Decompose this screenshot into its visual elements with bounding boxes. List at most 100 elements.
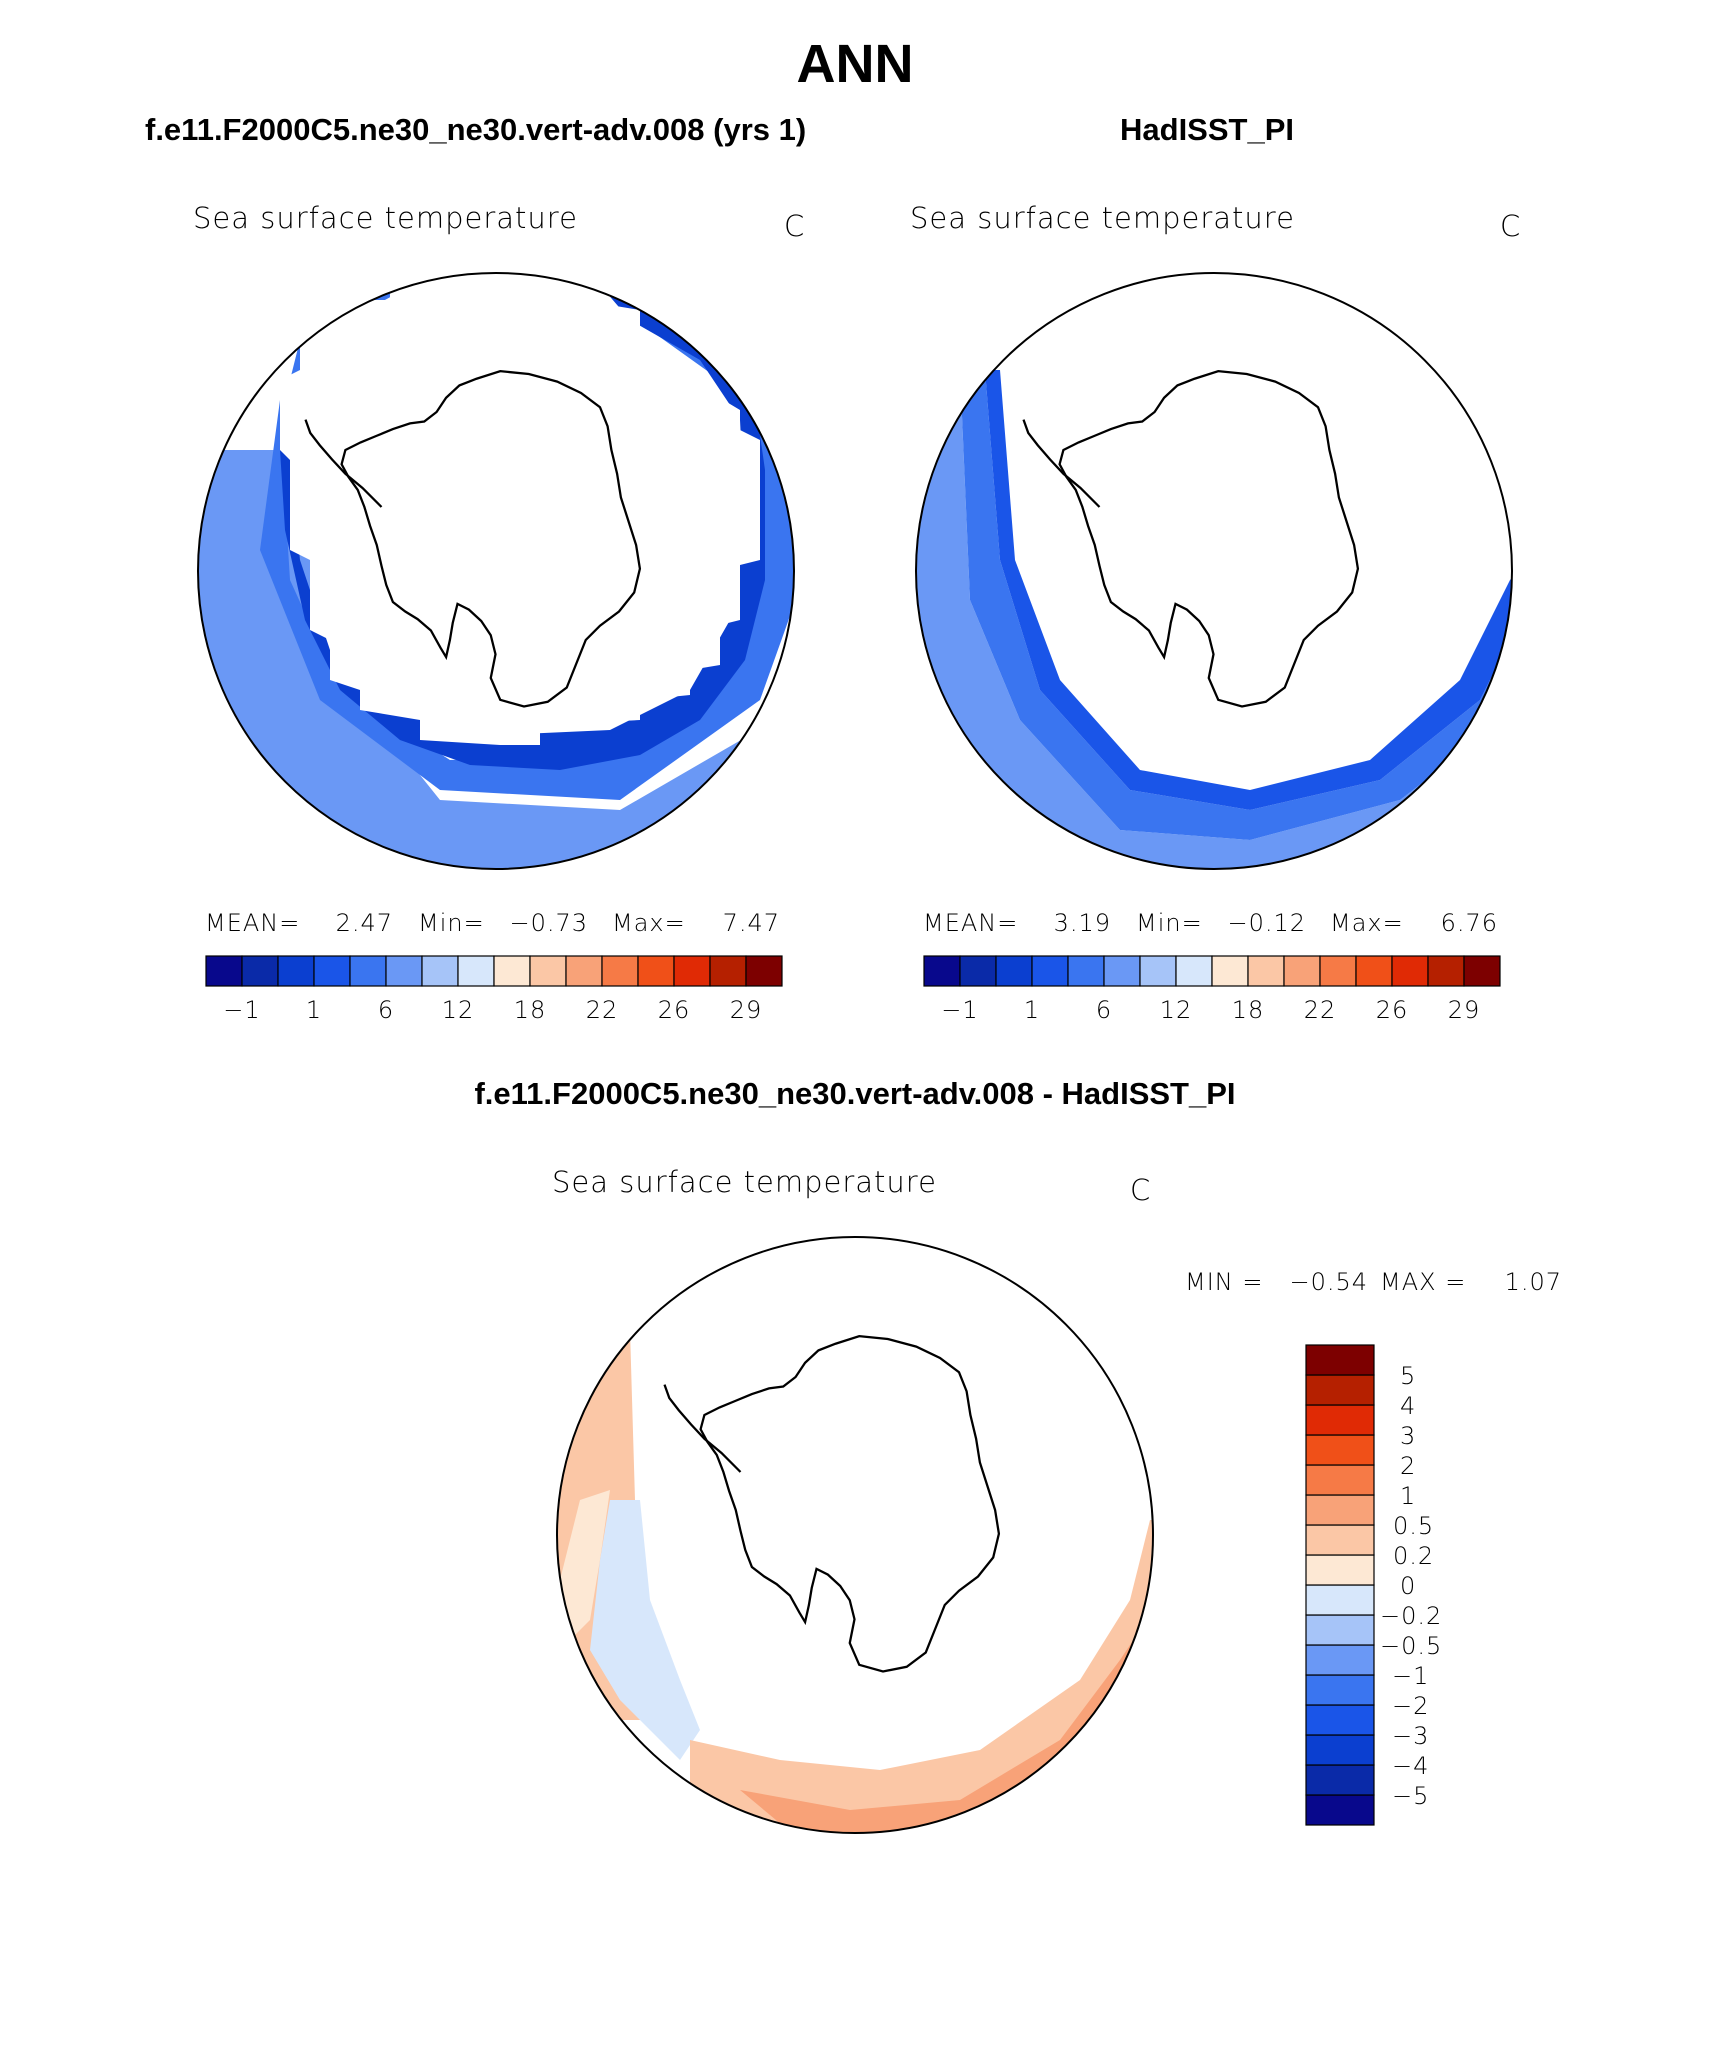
figure-title: ANN (797, 34, 914, 94)
colorbar-label: 29 (730, 996, 763, 1024)
colorbar-label: −0.2 (1380, 1602, 1442, 1630)
colorbar-swatch (1103, 955, 1141, 987)
colorbar-swatch (1305, 1794, 1375, 1826)
panel-obs-max-value: 6.76 (1441, 909, 1498, 937)
colorbar-swatch (1305, 1494, 1375, 1526)
panel-obs-mean-value: 3.19 (1054, 909, 1111, 937)
colorbar-label: 4 (1400, 1392, 1416, 1420)
colorbar-swatch (1067, 955, 1105, 987)
sea-ice-region (280, 285, 760, 745)
panel-diff-max-label: MAX = (1380, 1268, 1466, 1296)
colorbar-label: 26 (658, 996, 691, 1024)
panel-obs-units: C (1500, 209, 1521, 243)
colorbar-label: 5 (1400, 1362, 1416, 1390)
colorbar-label: 12 (442, 996, 475, 1024)
panel-obs-map-border (915, 272, 1513, 870)
colorbar-swatch (277, 955, 315, 987)
colorbar-swatch (457, 955, 495, 987)
panel-model-mean-value: 2.47 (336, 909, 393, 937)
colorbar-swatch (1305, 1344, 1375, 1376)
panel-obs-colorbar-labels: −1 1 6 12 18 22 26 29 (941, 996, 1481, 1024)
colorbar-swatch (205, 955, 243, 987)
panel-obs-field-label: Sea surface temperature (910, 201, 1295, 235)
panel-diff-map-border (556, 1236, 1154, 1834)
panel-model-units: C (784, 209, 805, 243)
panel-obs-max-label: Max= (1330, 909, 1404, 937)
colorbar-swatch (1305, 1734, 1375, 1766)
colorbar-label: 0.5 (1393, 1512, 1434, 1540)
panel-diff-map (557, 1237, 1153, 1833)
colorbar-swatch (313, 955, 351, 987)
panel-obs-map (916, 273, 1512, 869)
panel-model-colorbar (205, 955, 783, 987)
colorbar-swatch (1139, 955, 1177, 987)
colorbar-swatch (421, 955, 459, 987)
colorbar-swatch (1247, 955, 1285, 987)
colorbar-swatch (673, 955, 711, 987)
colorbar-swatch (1305, 1764, 1375, 1796)
panel-diff: f.e11.F2000C5.ne30_ne30.vert-adv.008 - H… (474, 1076, 1562, 1834)
colorbar-swatch (1305, 1464, 1375, 1496)
colorbar-label: 18 (1232, 996, 1265, 1024)
colorbar-swatch (923, 955, 961, 987)
colorbar-swatch (565, 955, 603, 987)
colorbar-swatch (1305, 1554, 1375, 1586)
panel-diff-min-value: −0.54 (1289, 1268, 1368, 1296)
panel-obs-header: HadISST_PI (1120, 112, 1294, 147)
sst-band-warm (198, 450, 794, 869)
colorbar-label: 6 (378, 996, 394, 1024)
colorbar-label: −1 (941, 996, 978, 1024)
panel-obs-min-label: Min= (1136, 909, 1203, 937)
colorbar-label: −2 (1392, 1692, 1429, 1720)
colorbar-swatch (1305, 1614, 1375, 1646)
colorbar-swatch (1305, 1704, 1375, 1736)
colorbar-label: 26 (1376, 996, 1409, 1024)
colorbar-label: 1 (306, 996, 322, 1024)
panel-diff-minmax: MIN = −0.54 MAX = 1.07 (1185, 1268, 1562, 1296)
colorbar-label: 3 (1400, 1422, 1416, 1450)
colorbar-swatch (959, 955, 997, 987)
panel-model-max-value: 7.47 (723, 909, 780, 937)
panel-model-mean-label: MEAN= (205, 909, 300, 937)
panel-model-map (198, 273, 794, 869)
colorbar-swatch (745, 955, 783, 987)
colorbar-label: 0 (1400, 1572, 1416, 1600)
colorbar-swatch (1319, 955, 1357, 987)
colorbar-label: 1 (1024, 996, 1040, 1024)
colorbar-swatch (1305, 1644, 1375, 1676)
colorbar-label: 29 (1448, 996, 1481, 1024)
panel-model-field-label: Sea surface temperature (193, 201, 578, 235)
colorbar-label: 18 (514, 996, 547, 1024)
colorbar-label: −1 (223, 996, 260, 1024)
panel-model-header: f.e11.F2000C5.ne30_ne30.vert-adv.008 (yr… (145, 112, 806, 147)
colorbar-swatch (1305, 1374, 1375, 1406)
colorbar-swatch (601, 955, 639, 987)
colorbar-swatch (385, 955, 423, 987)
colorbar-swatch (1175, 955, 1213, 987)
colorbar-label: 6 (1096, 996, 1112, 1024)
panel-model-colorbar-labels: −1 1 6 12 18 22 26 29 (223, 996, 763, 1024)
colorbar-swatch (1355, 955, 1393, 987)
colorbar-label: 1 (1400, 1482, 1416, 1510)
colorbar-swatch (1305, 1584, 1375, 1616)
panel-model: f.e11.F2000C5.ne30_ne30.vert-adv.008 (yr… (145, 112, 806, 1024)
colorbar-swatch (349, 955, 387, 987)
panel-model-stats: MEAN= 2.47 Min= −0.73 Max= 7.47 (205, 909, 780, 937)
colorbar-label: −3 (1392, 1722, 1429, 1750)
panel-model-min-value: −0.73 (509, 909, 588, 937)
colorbar-label: 22 (1304, 996, 1337, 1024)
panel-obs-colorbar (923, 955, 1501, 987)
panel-obs-stats: MEAN= 3.19 Min= −0.12 Max= 6.76 (923, 909, 1498, 937)
colorbar-swatch (709, 955, 747, 987)
colorbar-swatch (493, 955, 531, 987)
colorbar-swatch (1031, 955, 1069, 987)
panel-diff-field-label: Sea surface temperature (552, 1165, 937, 1199)
panel-obs-min-value: −0.12 (1227, 909, 1306, 937)
panel-diff-max-value: 1.07 (1505, 1268, 1562, 1296)
panel-obs-mean-label: MEAN= (923, 909, 1018, 937)
colorbar-label: 12 (1160, 996, 1193, 1024)
colorbar-label: −1 (1392, 1662, 1429, 1690)
panel-diff-colorbar-labels: 5 4 3 2 1 0.5 0.2 0 −0.2 −0.5 −1 −2 −3 −… (1380, 1362, 1442, 1810)
colorbar-swatch (1427, 955, 1465, 987)
colorbar-swatch (1305, 1524, 1375, 1556)
